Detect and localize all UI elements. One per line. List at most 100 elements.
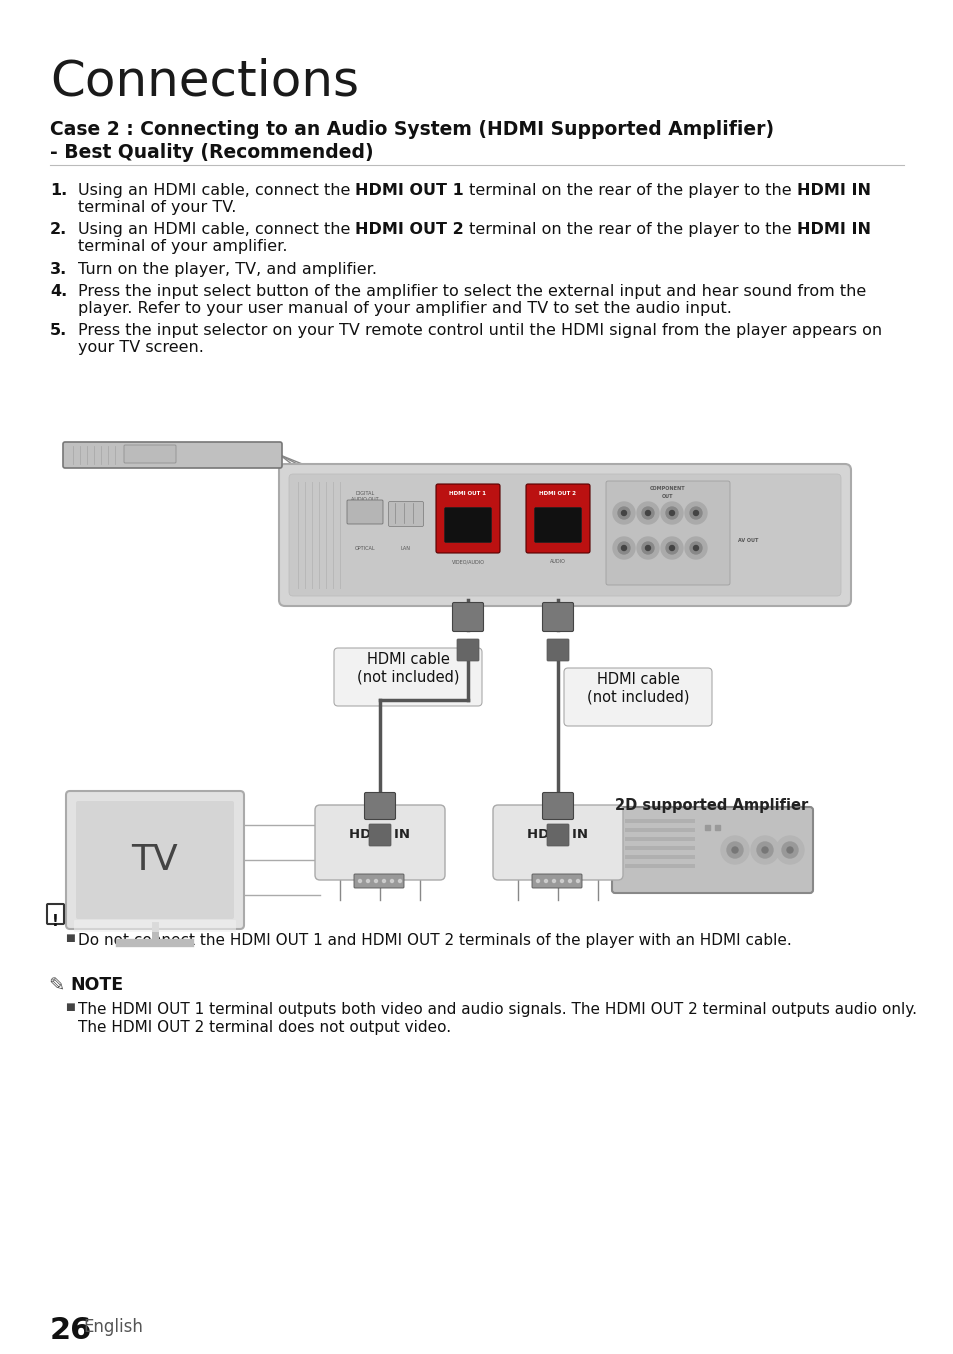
Text: HDMI cable
(not included): HDMI cable (not included) [356, 653, 458, 684]
FancyBboxPatch shape [605, 481, 729, 585]
FancyBboxPatch shape [354, 873, 403, 888]
Circle shape [552, 880, 555, 883]
FancyBboxPatch shape [493, 806, 622, 880]
Circle shape [382, 880, 385, 883]
FancyBboxPatch shape [289, 474, 841, 596]
Bar [624, 854, 695, 858]
Text: terminal on the rear of the player to the: terminal on the rear of the player to th… [464, 183, 796, 198]
Text: 2.: 2. [50, 222, 67, 237]
Circle shape [689, 542, 701, 554]
Text: Do not connect the HDMI OUT 1 and HDMI OUT 2 terminals of the player with an HDM: Do not connect the HDMI OUT 1 and HDMI O… [78, 933, 791, 948]
Circle shape [645, 510, 650, 516]
Text: NOTE: NOTE [70, 976, 123, 994]
FancyBboxPatch shape [542, 603, 573, 631]
Text: HDMI OUT 2: HDMI OUT 2 [539, 492, 576, 496]
Text: HDMI OUT 1: HDMI OUT 1 [449, 492, 486, 496]
Circle shape [613, 502, 635, 524]
Circle shape [641, 542, 654, 554]
Circle shape [568, 880, 571, 883]
Text: The HDMI OUT 2 terminal does not output video.: The HDMI OUT 2 terminal does not output … [78, 1020, 451, 1034]
Circle shape [693, 546, 698, 551]
Text: 3.: 3. [50, 263, 67, 278]
Circle shape [660, 538, 682, 559]
Text: AV OUT: AV OUT [737, 538, 758, 543]
FancyBboxPatch shape [532, 873, 581, 888]
Circle shape [366, 880, 369, 883]
Text: 4.: 4. [50, 284, 67, 299]
Circle shape [665, 506, 678, 519]
Circle shape [693, 510, 698, 516]
Circle shape [576, 880, 578, 883]
Circle shape [684, 502, 706, 524]
Text: HDMI OUT 1: HDMI OUT 1 [355, 183, 464, 198]
Circle shape [390, 880, 393, 883]
FancyBboxPatch shape [369, 825, 391, 846]
Circle shape [375, 880, 377, 883]
Circle shape [398, 880, 401, 883]
Circle shape [684, 538, 706, 559]
Text: English: English [83, 1317, 143, 1336]
Circle shape [637, 502, 659, 524]
Bar [624, 829, 695, 831]
Bar [624, 864, 695, 868]
Circle shape [620, 510, 626, 516]
Text: HDMI IN: HDMI IN [349, 829, 410, 841]
Text: HDMI IN: HDMI IN [796, 183, 870, 198]
Text: HDMI IN: HDMI IN [527, 829, 588, 841]
Text: Press the input selector on your TV remote control until the HDMI signal from th: Press the input selector on your TV remo… [78, 324, 882, 338]
Text: OPTICAL: OPTICAL [355, 546, 375, 551]
Circle shape [536, 880, 539, 883]
Text: Using an HDMI cable, connect the: Using an HDMI cable, connect the [78, 222, 355, 237]
Circle shape [689, 506, 701, 519]
FancyBboxPatch shape [546, 639, 568, 661]
Text: HDMI cable
(not included): HDMI cable (not included) [586, 672, 688, 704]
Text: Using an HDMI cable, connect the: Using an HDMI cable, connect the [78, 183, 355, 198]
Text: - Best Quality (Recommended): - Best Quality (Recommended) [50, 144, 374, 162]
FancyBboxPatch shape [388, 501, 423, 527]
FancyBboxPatch shape [364, 792, 395, 819]
FancyBboxPatch shape [525, 483, 589, 552]
Circle shape [731, 848, 738, 853]
Text: LAN: LAN [400, 546, 411, 551]
FancyBboxPatch shape [76, 802, 233, 919]
Text: DIGITAL
AUDIO OUT: DIGITAL AUDIO OUT [351, 492, 378, 502]
Text: HDMI OUT 2: HDMI OUT 2 [355, 222, 464, 237]
Bar [714, 825, 720, 830]
FancyBboxPatch shape [47, 904, 64, 923]
Text: 1.: 1. [50, 183, 67, 198]
FancyBboxPatch shape [542, 792, 573, 819]
FancyBboxPatch shape [334, 649, 481, 705]
Bar [704, 825, 709, 830]
Circle shape [761, 848, 767, 853]
Circle shape [665, 542, 678, 554]
Text: ■: ■ [65, 1002, 74, 1011]
Text: terminal of your amplifier.: terminal of your amplifier. [78, 240, 287, 255]
Circle shape [757, 842, 772, 858]
FancyBboxPatch shape [63, 441, 282, 468]
Text: HDMI IN: HDMI IN [796, 222, 870, 237]
Text: TV: TV [132, 844, 178, 877]
Text: terminal on the rear of the player to the: terminal on the rear of the player to th… [464, 222, 796, 237]
Text: OUT: OUT [661, 494, 673, 500]
Circle shape [720, 835, 748, 864]
FancyBboxPatch shape [444, 508, 491, 543]
Circle shape [786, 848, 792, 853]
FancyBboxPatch shape [534, 508, 581, 543]
Circle shape [669, 510, 674, 516]
Text: Connections: Connections [50, 57, 358, 106]
Circle shape [358, 880, 361, 883]
Text: The HDMI OUT 1 terminal outputs both video and audio signals. The HDMI OUT 2 ter: The HDMI OUT 1 terminal outputs both vid… [78, 1002, 916, 1017]
Text: VIDEO/AUDIO: VIDEO/AUDIO [451, 559, 484, 565]
FancyBboxPatch shape [347, 500, 382, 524]
FancyBboxPatch shape [612, 807, 812, 894]
Circle shape [620, 546, 626, 551]
FancyBboxPatch shape [563, 668, 711, 726]
Circle shape [637, 538, 659, 559]
Circle shape [618, 542, 629, 554]
Text: ■: ■ [65, 933, 74, 942]
FancyBboxPatch shape [124, 445, 175, 463]
Circle shape [726, 842, 742, 858]
Text: 5.: 5. [50, 324, 67, 338]
Bar [624, 837, 695, 841]
Text: 2D supported Amplifier: 2D supported Amplifier [615, 798, 808, 812]
